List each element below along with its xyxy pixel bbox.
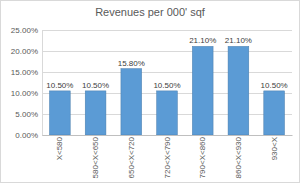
data-label: 15.80% xyxy=(118,59,145,68)
x-tick-label: 790<X<860 xyxy=(198,136,207,178)
y-tick: 15.00% xyxy=(11,68,42,77)
bar xyxy=(264,91,285,135)
bar xyxy=(228,46,249,135)
y-axis: 0.00% 5.00% 10.00% 15.00% 20.00% 25.00% xyxy=(11,26,43,140)
y-tick: 20.00% xyxy=(11,47,42,56)
x-tick: 580<X<650 xyxy=(91,135,100,178)
x-tick: 860<X<930 xyxy=(234,135,243,178)
grid-line xyxy=(42,51,292,52)
x-tick-label: 720<X<790 xyxy=(163,136,172,178)
x-axis-line xyxy=(43,135,293,136)
y-tick-label: 10.00% xyxy=(11,89,38,98)
x-tick-label: X<580 xyxy=(55,136,64,160)
bars xyxy=(50,46,285,135)
chart-frame xyxy=(1,1,300,183)
bar xyxy=(50,91,71,135)
data-label: 10.50% xyxy=(153,81,180,90)
x-tick: 930<X xyxy=(270,135,279,160)
x-tick: 650<X<720 xyxy=(127,135,136,178)
bar xyxy=(192,46,213,135)
data-label: 10.50% xyxy=(261,81,288,90)
data-labels: 10.50% 10.50% 15.80% 10.50% 21.10% 21.10% 10.5… xyxy=(46,36,287,90)
y-tick-label: 20.00% xyxy=(11,47,38,56)
x-tick-label: 580<X<650 xyxy=(91,136,100,178)
x-tick: X<580 xyxy=(55,135,64,160)
y-tick-label: 0.00% xyxy=(15,131,38,140)
x-tick-label: 650<X<720 xyxy=(127,136,136,178)
title: Revenues per 000' sqf xyxy=(95,6,206,18)
grid-line xyxy=(42,72,292,73)
x-tick-label: 860<X<930 xyxy=(234,136,243,178)
y-tick: 25.00% xyxy=(11,26,42,35)
y-axis-line xyxy=(42,31,43,136)
grid-line xyxy=(42,30,292,31)
y-tick: 0.00% xyxy=(15,131,42,140)
y-tick-label: 5.00% xyxy=(15,110,38,119)
x-axis: X<580 580<X<650 650<X<720 720<X<790 790<X<86… xyxy=(43,135,293,178)
x-tick-label: 930<X xyxy=(270,136,279,160)
data-label: 10.50% xyxy=(82,81,109,90)
y-tick: 5.00% xyxy=(15,110,42,119)
y-tick-label: 15.00% xyxy=(11,68,38,77)
data-label: 21.10% xyxy=(225,36,252,45)
data-label: 21.10% xyxy=(189,36,216,45)
y-tick-label: 25.00% xyxy=(11,26,38,35)
x-tick: 790<X<860 xyxy=(198,135,207,178)
data-label: 10.50% xyxy=(46,81,73,90)
y-tick: 10.00% xyxy=(11,89,42,98)
bar xyxy=(157,91,178,135)
plot: 0.00% 5.00% 10.00% 15.00% 20.00% 25.00% X<580 5… xyxy=(11,26,293,178)
grid xyxy=(42,30,292,135)
bar xyxy=(85,91,106,135)
chart: Revenues per 000' sqf 0.00% 5.00% 10.00% 15.… xyxy=(0,0,300,183)
bar xyxy=(121,69,142,135)
x-tick: 720<X<790 xyxy=(163,135,172,178)
